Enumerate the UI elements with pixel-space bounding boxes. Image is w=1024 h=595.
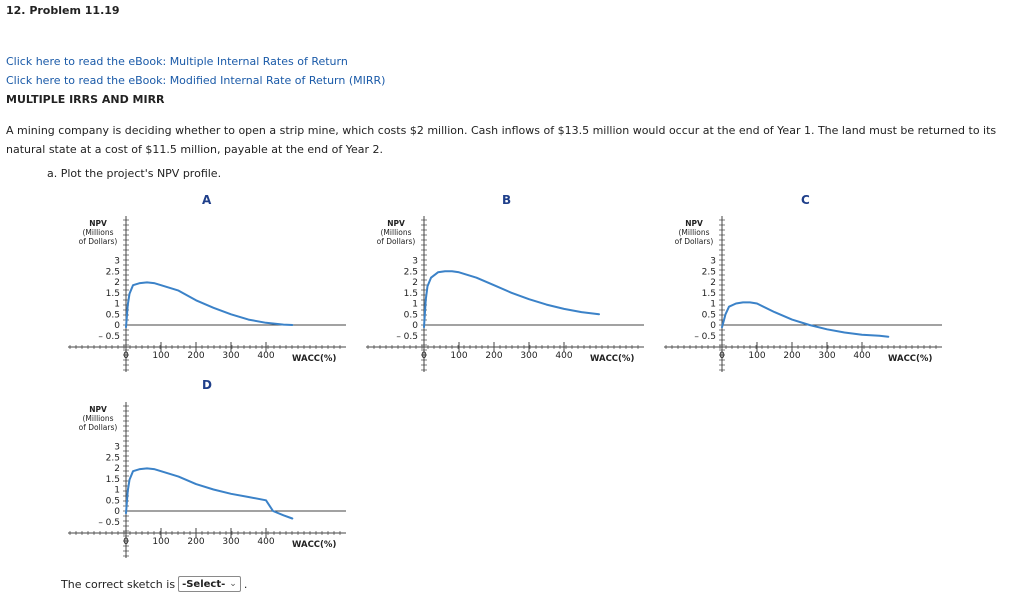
y-axis-title-line: (Millions — [83, 228, 114, 237]
y-tick-label: 0 — [114, 321, 120, 331]
y-tick-label: 3 — [114, 257, 120, 267]
x-axis-title: WACC(%) — [590, 354, 634, 364]
y-tick-label: 0.5 — [106, 310, 120, 320]
y-axis-title-line: of Dollars) — [79, 237, 118, 246]
problem-title: 12. Problem 11.19 — [6, 4, 120, 17]
chevron-down-icon: ⌄ — [229, 579, 237, 589]
y-tick-label: – 0.5 — [396, 332, 418, 342]
x-tick-label: 0 — [123, 537, 129, 547]
section-heading: MULTIPLE IRRS AND MIRR — [6, 93, 165, 106]
chart-label-a: A — [202, 193, 212, 207]
x-tick-label: 400 — [555, 351, 572, 361]
x-tick-label: 300 — [222, 537, 239, 547]
y-axis-title-line: of Dollars) — [377, 237, 416, 246]
y-axis-title-line: (Millions — [83, 414, 114, 423]
sketch-select-value: -Select- — [182, 578, 226, 590]
y-tick-label: 0.5 — [404, 310, 418, 320]
y-tick-label: – 0.5 — [98, 332, 120, 342]
x-tick-label: 400 — [257, 537, 274, 547]
y-tick-label: 3 — [710, 257, 716, 267]
x-tick-label: 300 — [818, 351, 835, 361]
x-tick-label: 100 — [450, 351, 467, 361]
y-axis-title-line: NPV — [89, 219, 107, 228]
y-tick-label: 1.5 — [106, 289, 120, 299]
npv-curve — [721, 301, 890, 338]
problem-statement: A mining company is deciding whether to … — [6, 124, 997, 156]
x-tick-label: 300 — [520, 351, 537, 361]
x-tick-label: 100 — [152, 537, 169, 547]
y-tick-label: 2.5 — [106, 267, 120, 277]
y-tick-label: 3 — [114, 443, 120, 453]
npv-curve — [125, 281, 294, 329]
y-tick-label: 2.5 — [106, 453, 120, 463]
x-tick-label: 400 — [853, 351, 870, 361]
y-tick-label: – 0.5 — [98, 518, 120, 528]
y-axis-title-line: of Dollars) — [675, 237, 714, 246]
y-tick-label: 3 — [412, 257, 418, 267]
npv-chart-c[interactable]: NPV (Millions of Dollars) 3 2.5 2 1.5 1 0.5 0– 0.… — [636, 212, 966, 402]
y-tick-label: 0 — [710, 321, 716, 331]
y-tick-label: 2 — [114, 278, 120, 288]
x-tick-label: 0 — [421, 351, 427, 361]
y-tick-label: 1 — [710, 300, 716, 310]
y-axis-title-line: NPV — [685, 219, 703, 228]
y-tick-label: 1 — [114, 300, 120, 310]
y-axis-title-line: NPV — [89, 405, 107, 414]
x-tick-label: 300 — [222, 351, 239, 361]
x-tick-label: 100 — [748, 351, 765, 361]
y-tick-label: 0 — [412, 321, 418, 331]
answer-period: . — [243, 577, 248, 591]
answer-prompt: The correct sketch is — [61, 577, 176, 591]
x-tick-label: 200 — [187, 537, 204, 547]
npv-chart-d[interactable]: NPV (Millions of Dollars) 3 2.5 2 1.5 1 0.5 0– 0.… — [40, 398, 370, 588]
sketch-select[interactable]: -Select- ⌄ — [178, 576, 241, 592]
y-tick-label: 2.5 — [404, 267, 418, 277]
ebook-link-multiple-irr[interactable]: Click here to read the eBook: Multiple I… — [6, 55, 348, 68]
x-tick-label: 200 — [485, 351, 502, 361]
y-tick-label: 0.5 — [702, 310, 716, 320]
y-tick-label: – 0.5 — [694, 332, 716, 342]
y-tick-label: 1 — [412, 300, 418, 310]
x-tick-label: 200 — [783, 351, 800, 361]
npv-chart-a[interactable]: NPV (Millions of Dollars) 3 2.5 2 1.5 1 0.5 0– 0.… — [40, 212, 370, 402]
x-tick-label: 400 — [257, 351, 274, 361]
ebook-link-mirr[interactable]: Click here to read the eBook: Modified I… — [6, 74, 386, 87]
x-tick-label: 0 — [719, 351, 725, 361]
y-tick-label: 1.5 — [702, 289, 716, 299]
y-tick-label: 0.5 — [106, 496, 120, 506]
x-axis-title: WACC(%) — [888, 354, 932, 364]
x-tick-label: 200 — [187, 351, 204, 361]
y-tick-label: 2.5 — [702, 267, 716, 277]
y-tick-label: 1.5 — [404, 289, 418, 299]
npv-chart-b[interactable]: NPV (Millions of Dollars) 3 2.5 2 1.5 1 0.5 0– 0.… — [338, 212, 668, 402]
x-tick-label: 100 — [152, 351, 169, 361]
y-tick-label: 2 — [710, 278, 716, 288]
chart-label-c: C — [801, 193, 810, 207]
y-tick-label: 1 — [114, 486, 120, 496]
y-tick-label: 2 — [114, 464, 120, 474]
chart-label-d: D — [202, 378, 212, 392]
x-axis-title: WACC(%) — [292, 540, 336, 550]
y-axis-title-line: (Millions — [381, 228, 412, 237]
x-tick-label: 0 — [123, 351, 129, 361]
x-axis-title: WACC(%) — [292, 354, 336, 364]
y-tick-label: 2 — [412, 278, 418, 288]
y-axis-title-line: (Millions — [679, 228, 710, 237]
y-axis-title-line: NPV — [387, 219, 405, 228]
npv-curve — [125, 467, 294, 520]
y-tick-label: 0 — [114, 507, 120, 517]
y-axis-title-line: of Dollars) — [79, 423, 118, 432]
npv-curve — [423, 270, 600, 329]
chart-label-b: B — [502, 193, 512, 207]
answer-row: The correct sketch is -Select- ⌄ . — [61, 576, 247, 592]
y-tick-label: 1.5 — [106, 475, 120, 485]
part-a-prompt: a. Plot the project's NPV profile. — [47, 167, 222, 180]
